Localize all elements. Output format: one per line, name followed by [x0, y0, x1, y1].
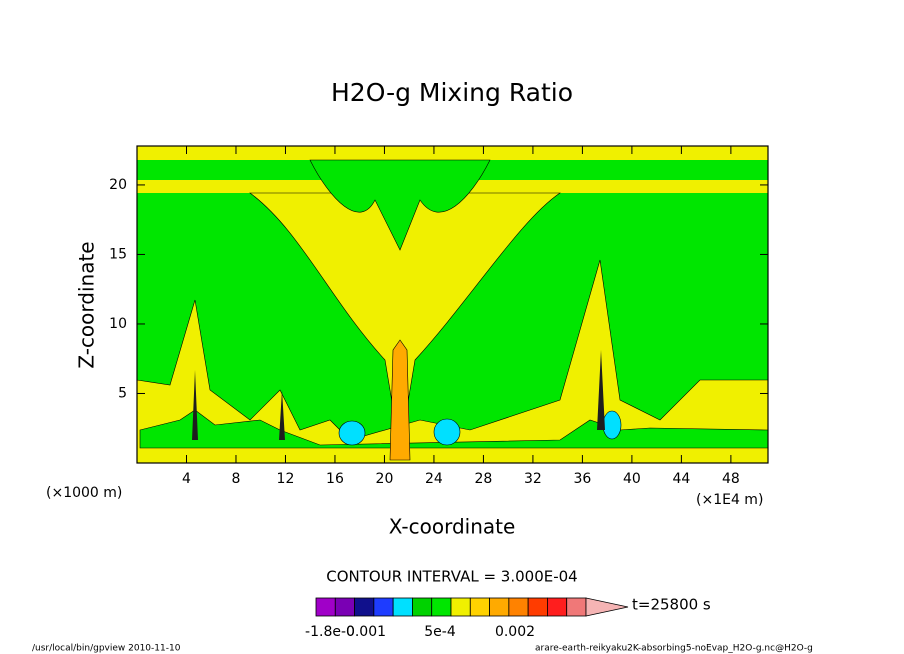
y-axis-label: Z-coordinate: [75, 241, 99, 368]
colorbar-box: [354, 597, 375, 617]
x-tick-label: 36: [573, 471, 591, 487]
y-tick-label: 20: [109, 177, 127, 193]
contour-field: [136, 145, 769, 464]
footer-right: arare-earth-reikyaku2K-absorbing5-noEvap…: [535, 644, 813, 654]
y-tick-label: 10: [109, 316, 127, 332]
field-band: [137, 146, 768, 160]
colorbar-box: [315, 597, 336, 617]
colorbar-box: [489, 597, 510, 617]
y-tick-label: 5: [118, 385, 127, 401]
field-plume: [389, 339, 411, 461]
x-tick-label: 24: [425, 471, 443, 487]
colorbar-label: 0.002: [495, 624, 535, 640]
x-tick-label: 28: [475, 471, 493, 487]
x-tick-label: 4: [182, 471, 191, 487]
colorbar-box: [412, 597, 433, 617]
colorbar-extend: [585, 597, 629, 617]
colorbar-box: [334, 597, 355, 617]
colorbar-label: -1.8e-0: [305, 624, 355, 640]
field-blob: [602, 410, 622, 440]
colorbar-box: [431, 597, 452, 617]
x-tick-label: 16: [326, 471, 344, 487]
x-tick-label: 44: [672, 471, 690, 487]
x-tick-label: 48: [722, 471, 740, 487]
footer-left: /usr/local/bin/gpview 2010-11-10: [32, 644, 181, 654]
x-axis-label: X-coordinate: [389, 515, 516, 539]
field-blob: [338, 420, 366, 446]
contour-interval: CONTOUR INTERVAL = 3.000E-04: [326, 568, 577, 586]
chart-title: H2O-g Mixing Ratio: [331, 78, 573, 107]
colorbar-box: [566, 597, 587, 617]
colorbar-box: [469, 597, 490, 617]
x-tick-label: 12: [277, 471, 295, 487]
colorbar-box: [392, 597, 413, 617]
x-tick-label: 32: [524, 471, 542, 487]
x-tick-label: 40: [623, 471, 641, 487]
plot-frame: [136, 145, 769, 464]
colorbar-label: 0.001: [346, 624, 386, 640]
x-tick-label: 8: [232, 471, 241, 487]
colorbar-label: 5e-4: [424, 624, 456, 640]
colorbar-box: [373, 597, 394, 617]
time-label: t=25800 s: [632, 596, 711, 614]
x-tick-label: 20: [376, 471, 394, 487]
y-unit: (×1000 m): [46, 485, 122, 501]
x-unit: (×1E4 m): [696, 492, 763, 508]
colorbar-box: [508, 597, 529, 617]
colorbar-box: [547, 597, 568, 617]
y-tick-label: 15: [109, 246, 127, 262]
colorbar-box: [450, 597, 471, 617]
field-blob: [433, 418, 461, 446]
colorbar-box: [527, 597, 548, 617]
field-region: [309, 159, 491, 251]
